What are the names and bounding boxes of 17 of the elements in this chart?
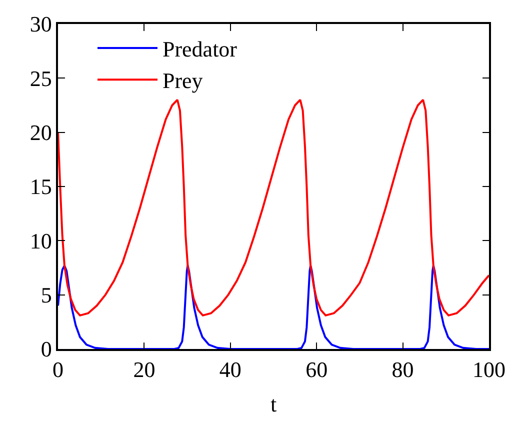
y-tick-label: 25 bbox=[30, 66, 52, 91]
y-tick-label: 0 bbox=[40, 336, 52, 362]
line-series bbox=[58, 98, 489, 316]
y-tick-label: 5 bbox=[40, 282, 52, 308]
legend-label: Prey bbox=[162, 68, 203, 94]
legend-label: Predator bbox=[162, 36, 238, 62]
y-tick-label: 20 bbox=[30, 120, 52, 146]
x-tick-label: 40 bbox=[219, 357, 242, 382]
x-axis-title: t bbox=[270, 392, 277, 417]
y-tick-label: 15 bbox=[30, 174, 52, 200]
line-series bbox=[58, 264, 489, 349]
y-tick-label: 10 bbox=[30, 228, 52, 254]
x-tick-label: 60 bbox=[306, 357, 328, 382]
x-tick-label: 80 bbox=[392, 357, 414, 382]
x-tick-label: 20 bbox=[133, 357, 156, 382]
x-tick-label: 100 bbox=[472, 357, 506, 382]
y-tick-label: 30 bbox=[30, 12, 52, 37]
